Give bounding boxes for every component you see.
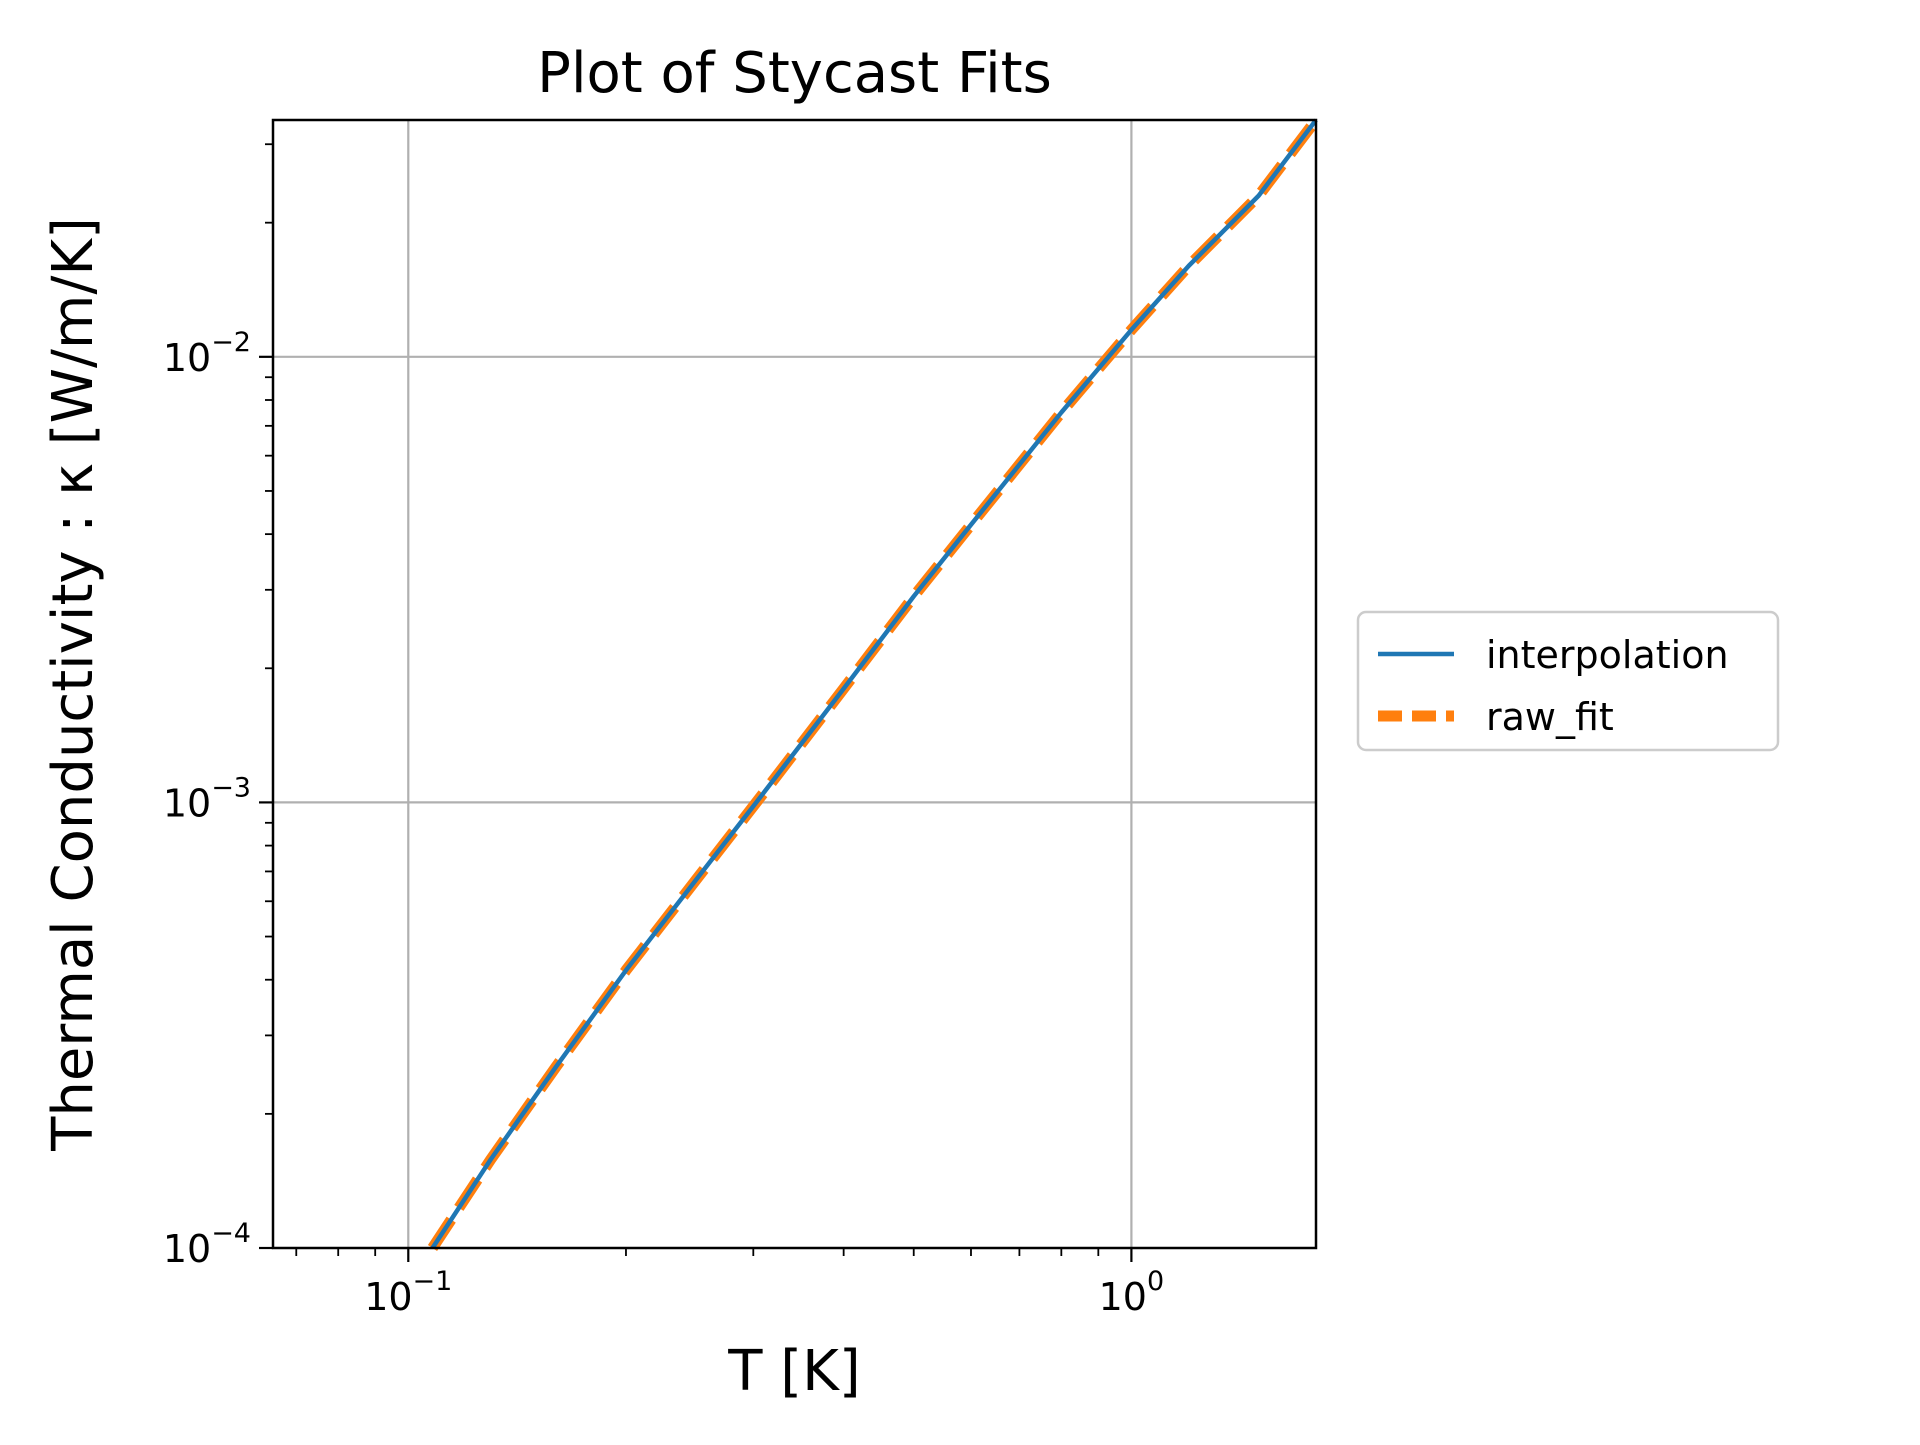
y-tick-label: 10−4 — [163, 1218, 251, 1271]
legend: interpolation raw_fit — [1356, 610, 1780, 752]
y-axis-label: Thermal Conductivity : κ [W/m/K] — [41, 217, 106, 1152]
y-tick-label-base: 10 — [163, 781, 211, 825]
y-tick-label-exponent: −4 — [211, 1218, 251, 1249]
y-tick-label-exponent: −2 — [211, 327, 251, 358]
x-tick-label-base: 10 — [364, 1275, 412, 1319]
series-lines — [427, 116, 1321, 1252]
grid — [273, 120, 1316, 1248]
plot-frame — [271, 118, 1318, 1250]
y-tick-label-base: 10 — [163, 336, 211, 380]
legend-box — [1356, 610, 1780, 752]
y-tick-label-exponent: −3 — [211, 772, 251, 803]
x-tick-label-base: 10 — [1099, 1275, 1147, 1319]
series-line-interpolation — [430, 118, 1318, 1250]
x-tick-label: 100 — [1099, 1266, 1165, 1319]
x-tick-label: 10−1 — [364, 1266, 452, 1319]
y-tick-label-base: 10 — [163, 1227, 211, 1271]
x-axis-label: T [K] — [727, 1339, 860, 1404]
legend-label-raw_fit: raw_fit — [1486, 695, 1614, 739]
chart-title: Plot of Stycast Fits — [537, 41, 1052, 106]
y-tick-label: 10−2 — [163, 327, 251, 380]
legend-label-interpolation: interpolation — [1486, 633, 1729, 677]
y-tick-label: 10−3 — [163, 772, 251, 825]
x-tick-label-exponent: 0 — [1147, 1266, 1164, 1297]
x-tick-label-exponent: −1 — [413, 1266, 453, 1297]
